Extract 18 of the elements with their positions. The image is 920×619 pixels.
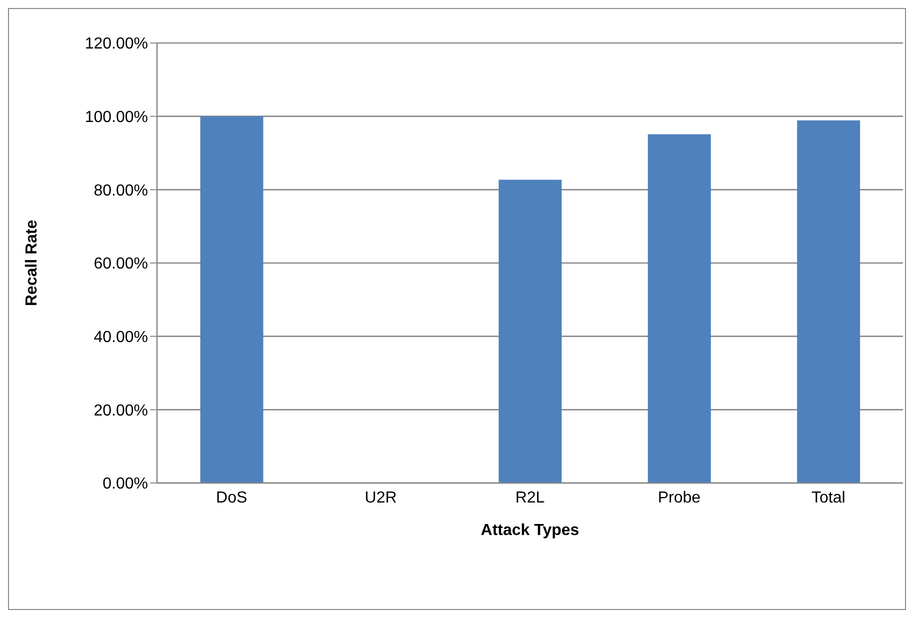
- y-tick-label: 0.00%: [102, 476, 148, 493]
- y-tick-label: 80.00%: [94, 182, 148, 200]
- x-tick-label: Probe: [658, 489, 701, 506]
- bar: [200, 116, 264, 483]
- x-tick-label: R2L: [515, 489, 545, 506]
- y-tick-label: 120.00%: [84, 36, 148, 53]
- y-tick-label: 100.00%: [84, 109, 148, 126]
- bar: [797, 120, 860, 483]
- y-tick-label: 20.00%: [94, 402, 148, 420]
- x-axis-title: Attack Types: [480, 522, 580, 539]
- y-tick-label: 40.00%: [94, 329, 148, 346]
- x-tick-label: Total: [812, 489, 846, 506]
- x-tick-label: U2R: [364, 489, 397, 506]
- y-tick-label: 60.00%: [94, 256, 148, 273]
- y-axis-title: Recall Rate: [24, 220, 41, 306]
- bar: [648, 134, 711, 483]
- bar: [498, 180, 562, 483]
- x-tick-label: DoS: [216, 489, 248, 506]
